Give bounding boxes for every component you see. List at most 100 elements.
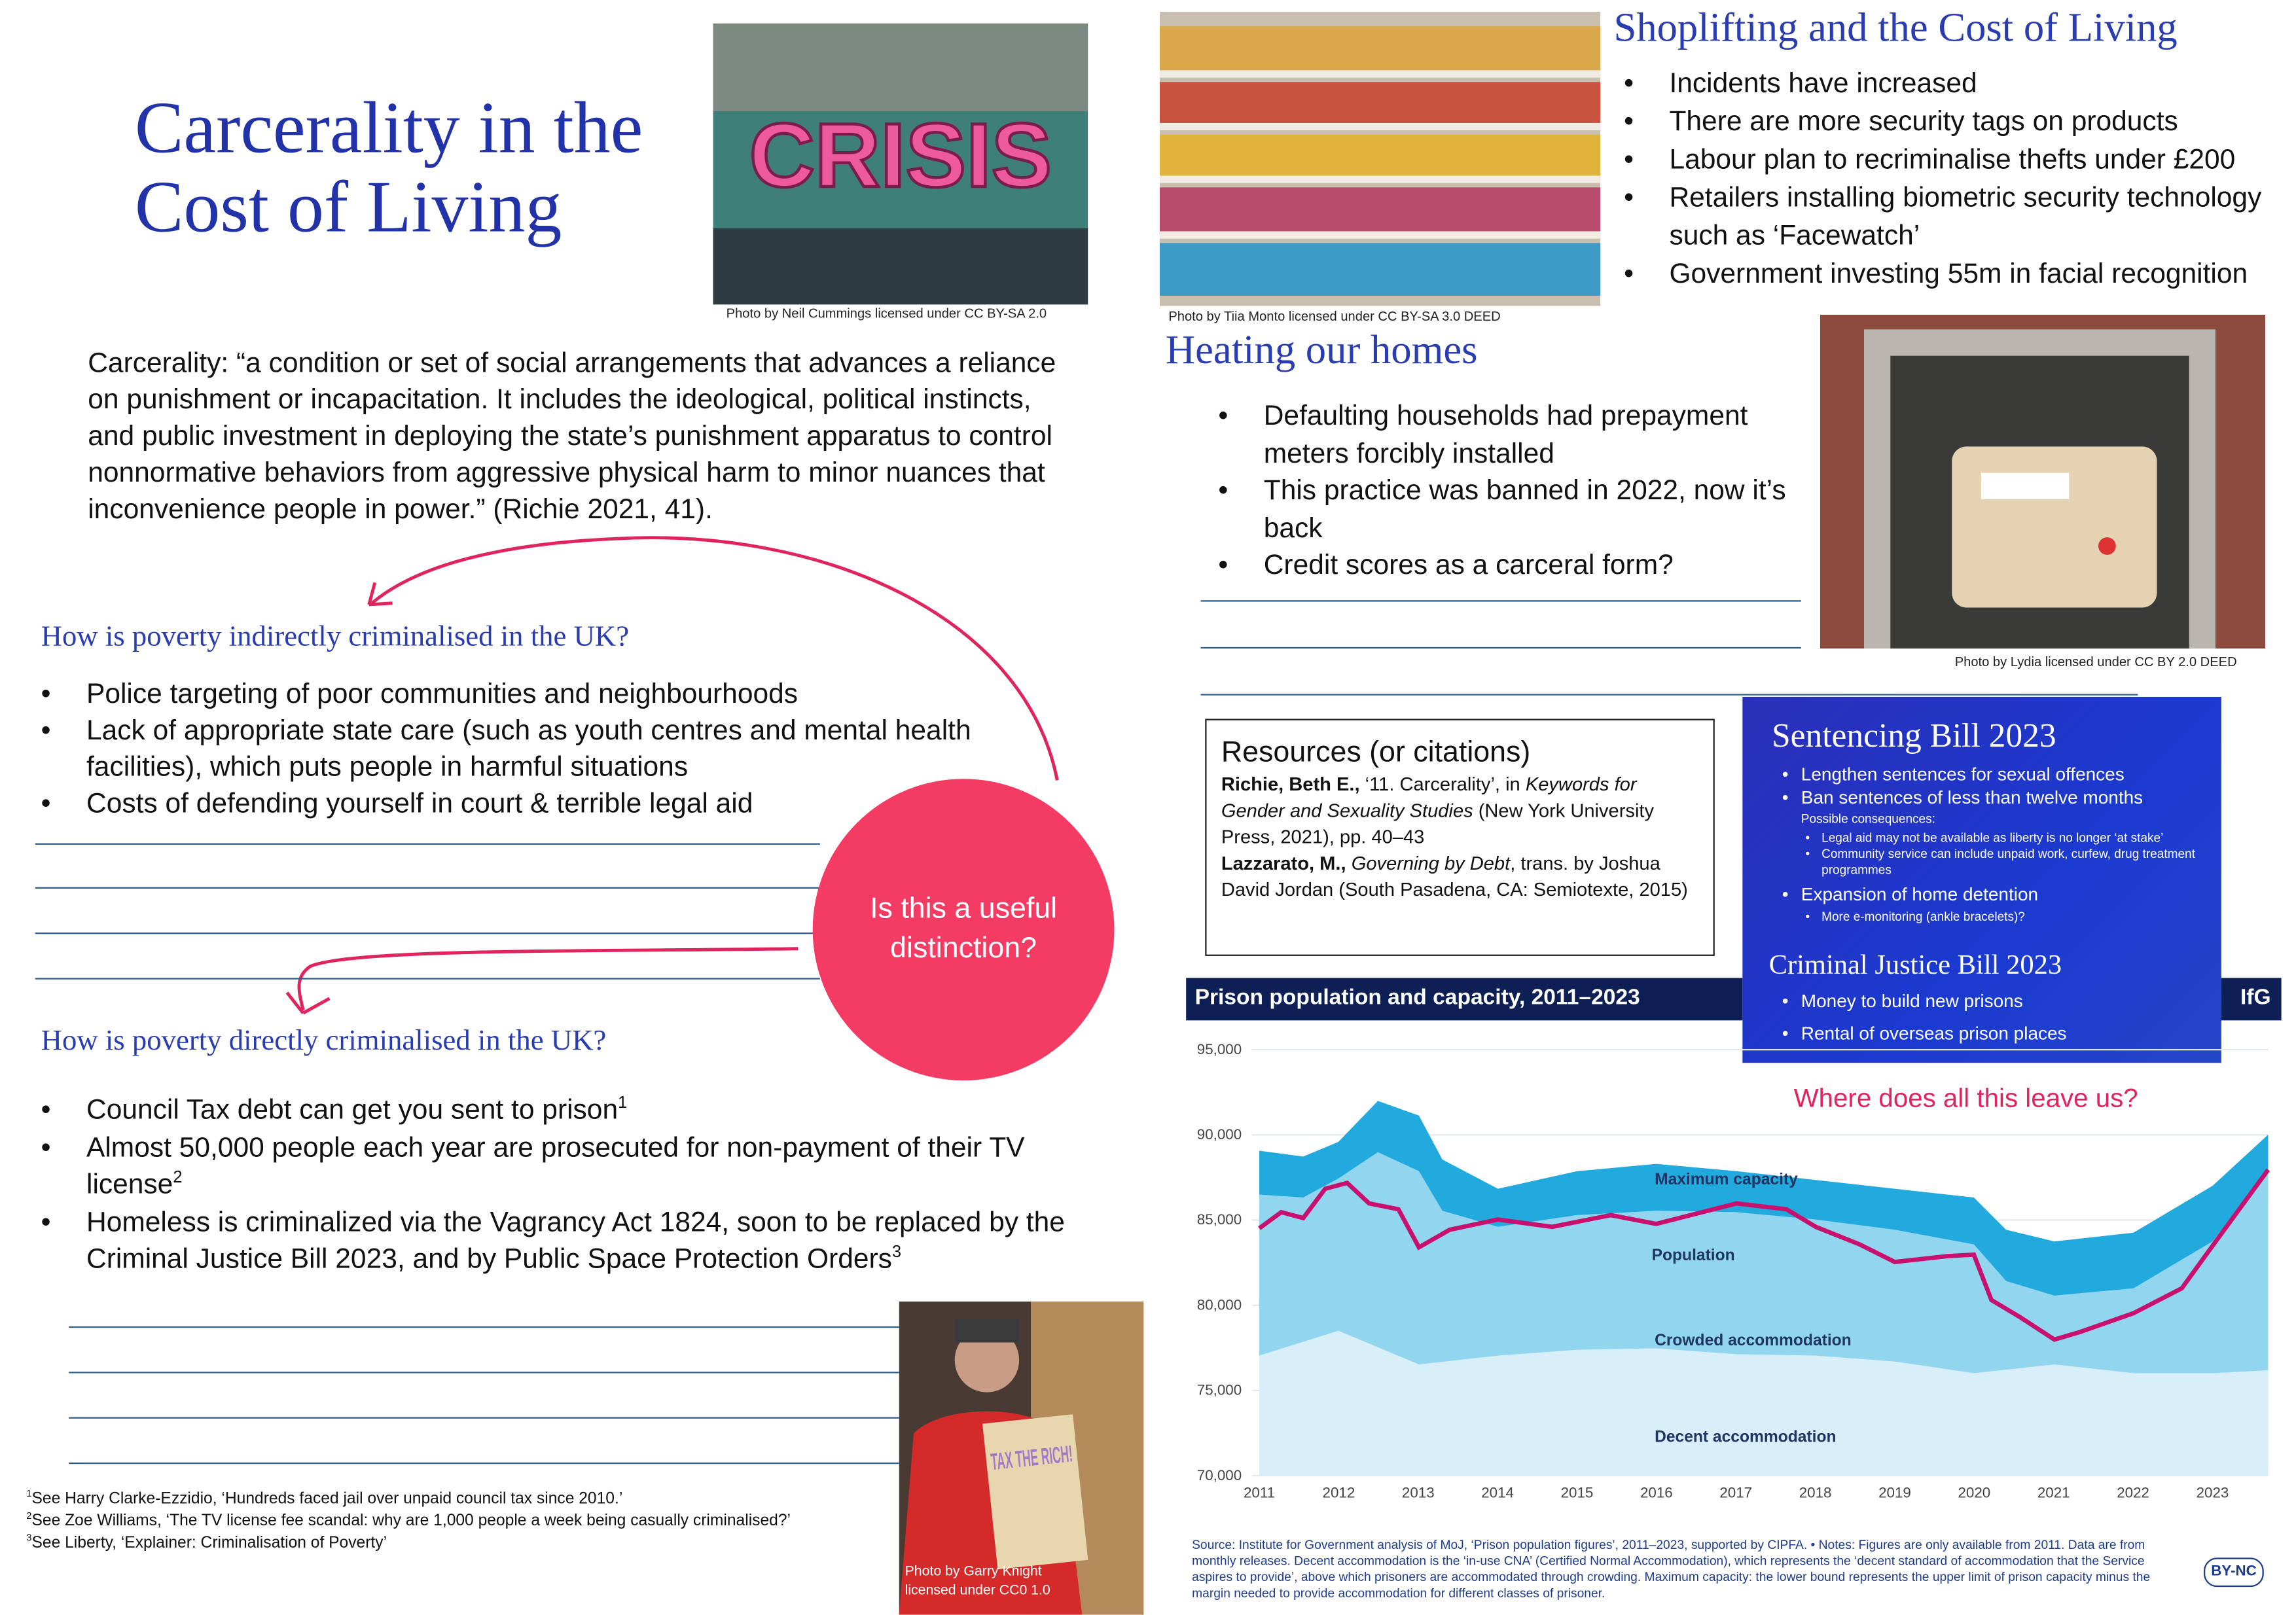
- y-tick-label: 80,000: [1197, 1296, 1242, 1313]
- citation-author: Lazzarato, M.,: [1221, 852, 1346, 874]
- bullet-text: Homeless is criminalized via the Vagranc…: [86, 1207, 1065, 1275]
- bullet: Incidents have increased: [1624, 66, 2276, 104]
- title: Carcerality in the Cost of Living: [134, 86, 643, 248]
- citation-text: , trans. by Joshua David Jordan (South P…: [1221, 852, 1688, 900]
- chart-logo: IfG: [2240, 985, 2271, 1010]
- definition: Carcerality: “a condition or set of soci…: [88, 348, 1056, 526]
- section-heading: How is poverty indirectly criminalised i…: [41, 620, 630, 653]
- bullet-text: Council Tax debt can get you sent to pri…: [86, 1095, 619, 1126]
- sub-bullet-text: Legal aid may not be available as libert…: [1821, 830, 2164, 845]
- bullet: Council Tax debt can get you sent to pri…: [41, 1092, 1066, 1129]
- bullet-list: Money to build new prisons Rental of over…: [1778, 985, 2210, 1050]
- bullet: Retailers installing biometric security …: [1624, 180, 2276, 256]
- writing-line: [1200, 694, 2138, 696]
- bullet-text: Lengthen sentences for sexual offences: [1801, 764, 2125, 785]
- writing-line: [69, 1417, 899, 1419]
- population-line: [1258, 1168, 2270, 1342]
- x-tick-label: 2019: [1878, 1485, 1911, 1501]
- bullet: Labour plan to recriminalise thefts unde…: [1624, 142, 2276, 180]
- citation-work: Governing by Debt: [1351, 852, 1511, 874]
- footnote-text: See Zoe Williams, ‘The TV license fee sc…: [31, 1512, 791, 1530]
- box-heading: Criminal Justice Bill 2023: [1768, 949, 2062, 981]
- photo-caption: Photo by Neil Cummings licensed under CC…: [726, 306, 1047, 321]
- writing-line: [69, 1463, 899, 1464]
- x-tick-label: 2018: [1799, 1485, 1832, 1501]
- bullet-list: Incidents have increased There are more s…: [1624, 66, 2276, 294]
- photo-crisis: CRISIS: [713, 23, 1088, 305]
- sub-bullet-text: Community service can include unpaid wor…: [1821, 846, 2195, 878]
- writing-line: [69, 1326, 899, 1328]
- y-tick-label: 70,000: [1197, 1467, 1242, 1483]
- bullet: Credit scores as a carceral form?: [1218, 548, 1804, 585]
- box-heading: Sentencing Bill 2023: [1772, 717, 2056, 754]
- bullet-text: Ban sentences of less than twelve months: [1801, 787, 2144, 808]
- x-tick-label: 2012: [1323, 1485, 1355, 1501]
- writing-line: [69, 1372, 899, 1374]
- x-tick-label: 2013: [1402, 1485, 1435, 1501]
- bullet: This practice was banned in 2022, now it…: [1218, 473, 1804, 548]
- footnotes: 1See Harry Clarke-Ezzidio, ‘Hundreds fac…: [26, 1489, 791, 1555]
- writing-line: [1200, 600, 1801, 602]
- citation-text: (New York University Press, 2021), pp. 4…: [1221, 799, 1655, 848]
- sub-list: Legal aid may not be available as libert…: [1801, 830, 2210, 879]
- section-heading: How is poverty directly criminalised in …: [41, 1025, 607, 1057]
- bullet-text: Incidents have increased: [1669, 69, 1977, 100]
- footnote-ref: 2: [173, 1169, 183, 1187]
- resources-box: Resources (or citations) Richie, Beth E.…: [1205, 719, 1715, 956]
- bullet-list: Police targeting of poor communities and…: [41, 677, 1037, 823]
- chart-source: Source: Institute for Government analysi…: [1192, 1537, 2151, 1601]
- chart-header: [1186, 978, 1743, 1021]
- bullet: Lack of appropriate state care (such as …: [41, 713, 1037, 787]
- license-badge: BY-NC: [2204, 1557, 2265, 1588]
- sub-bullet: Community service can include unpaid wor…: [1801, 846, 2210, 878]
- writing-line: [1200, 647, 1801, 649]
- citation: Richie, Beth E., ‘11. Carcerality’, in K…: [1221, 772, 1698, 851]
- footnote-marker: 1: [26, 1489, 32, 1500]
- photo-sign: CRISIS: [749, 105, 1052, 206]
- y-tick-label: 85,000: [1197, 1211, 1242, 1228]
- footnote: 2See Zoe Williams, ‘The TV license fee s…: [26, 1511, 791, 1533]
- bullet-text: Costs of defending yourself in court & t…: [86, 789, 753, 820]
- bullet-list: Council Tax debt can get you sent to pri…: [41, 1092, 1066, 1279]
- footnote-marker: 3: [26, 1533, 32, 1544]
- area-label: Crowded accommodation: [1655, 1332, 1852, 1349]
- footnote-text: See Liberty, ‘Explainer: Criminalisation…: [31, 1534, 387, 1552]
- bullet-text: Government investing 55m in facial recog…: [1669, 258, 2248, 290]
- bullet-text: Credit scores as a carceral form?: [1263, 550, 1674, 582]
- y-tick-label: 75,000: [1197, 1382, 1242, 1398]
- bullet: Expansion of home detention More e-monito…: [1778, 883, 2210, 925]
- y-tick-label: 95,000: [1197, 1041, 1242, 1057]
- bullet-list: Lengthen sentences for sexual offencesBa…: [1778, 763, 2210, 930]
- photo-meter: [1820, 315, 2266, 649]
- sub-bullet: More e-monitoring (ankle bracelets)?: [1801, 909, 2210, 925]
- x-tick-label: 2014: [1481, 1485, 1514, 1501]
- bullet-text: Labour plan to recriminalise thefts unde…: [1669, 145, 2236, 176]
- footnote-ref: 3: [891, 1243, 902, 1262]
- bullet: Rental of overseas prison places: [1778, 1018, 2210, 1050]
- x-tick-label: 2015: [1561, 1485, 1594, 1501]
- bullet-text: Money to build new prisons: [1801, 991, 2023, 1012]
- bullet-list: Defaulting households had prepayment met…: [1218, 399, 1804, 585]
- y-tick-label: 90,000: [1197, 1126, 1242, 1143]
- section-heading: Shoplifting and the Cost of Living: [1613, 5, 2178, 52]
- callout-circle: Is this a useful distinction?: [812, 779, 1115, 1081]
- citation-author: Richie, Beth E.,: [1221, 773, 1360, 795]
- bullet-text: Rental of overseas prison places: [1801, 1023, 2067, 1044]
- photo-caption: Photo by Garry Knight licensed under CC0…: [905, 1563, 1050, 1599]
- area-label: Population: [1652, 1247, 1735, 1264]
- bullet: Defaulting households had prepayment met…: [1218, 399, 1804, 473]
- bullet: Almost 50,000 people each year are prose…: [41, 1129, 1066, 1204]
- bullet-text: Lack of appropriate state care (such as …: [86, 716, 971, 783]
- bullet: Money to build new prisons: [1778, 985, 2210, 1018]
- x-tick-label: 2020: [1958, 1485, 1990, 1501]
- bullet-text: Almost 50,000 people each year are prose…: [86, 1132, 1025, 1201]
- area-decent: [1259, 1330, 2269, 1476]
- photo-shelves: [1159, 11, 1601, 306]
- sub-bullet: Legal aid may not be available as libert…: [1801, 830, 2210, 847]
- bullet-text: This practice was banned in 2022, now it…: [1263, 476, 1786, 544]
- x-tick-label: 2023: [2197, 1485, 2229, 1501]
- citation-list: Richie, Beth E., ‘11. Carcerality’, in K…: [1221, 772, 1698, 903]
